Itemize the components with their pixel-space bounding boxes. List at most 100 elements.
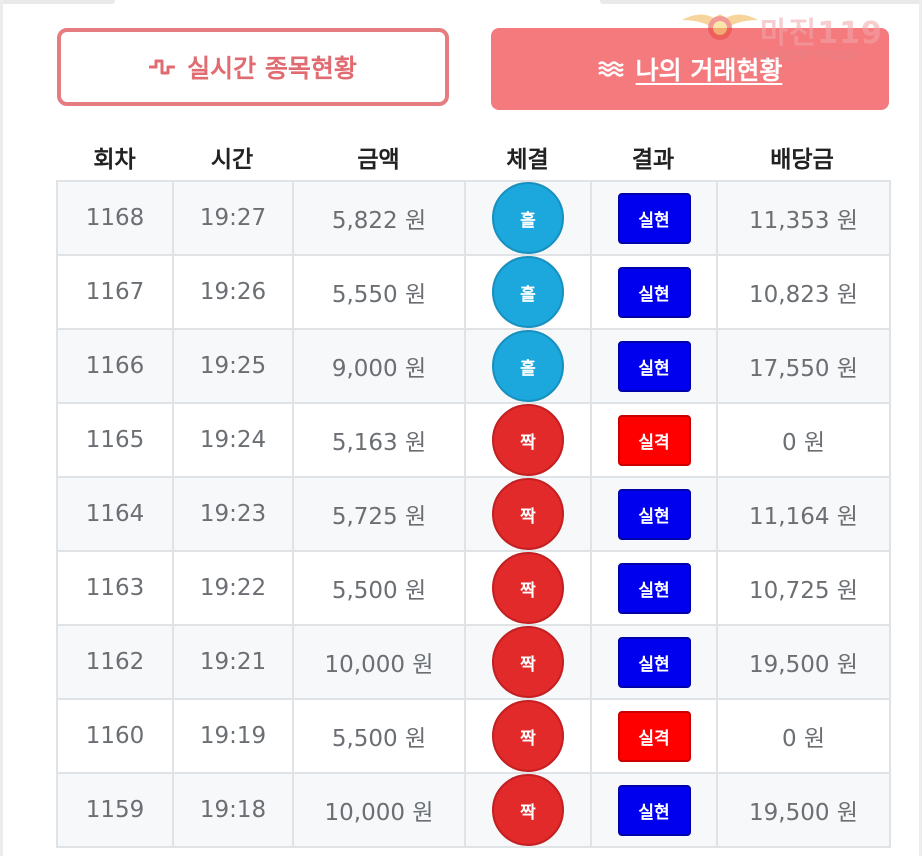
time-cell: 19:21 <box>172 624 294 700</box>
top-edge-segment <box>0 0 115 4</box>
pick-ball-even: 짝 <box>492 404 564 476</box>
pick-ball-odd: 홀 <box>492 330 564 402</box>
result-badge-win: 실현 <box>617 340 691 392</box>
payout-cell: 17,550 원 <box>716 328 891 404</box>
my-trade-status-tab[interactable]: 나의 거래현황 <box>491 28 889 110</box>
amount-cell: 5,822 원 <box>292 180 466 256</box>
time-cell: 19:25 <box>172 328 294 404</box>
time-cell: 19:24 <box>172 402 294 478</box>
round-cell: 1159 <box>56 772 174 848</box>
column-header-amount: 금액 <box>357 147 400 173</box>
round-cell: 1163 <box>56 550 174 626</box>
top-edge <box>0 0 922 6</box>
result-cell: 실현 <box>590 476 718 552</box>
result-cell: 실현 <box>590 328 718 404</box>
amount-cell: 9,000 원 <box>292 328 466 404</box>
payout-cell: 19,500 원 <box>716 624 891 700</box>
round-cell: 1165 <box>56 402 174 478</box>
time-cell: 19:18 <box>172 772 294 848</box>
amount-cell: 10,000 원 <box>292 624 466 700</box>
round-cell: 1160 <box>56 698 174 774</box>
table-row: 1167 19:26 5,550 원 홀 실현 10,823 원 <box>56 254 891 330</box>
amount-cell: 5,500 원 <box>292 550 466 626</box>
table-row: 1163 19:22 5,500 원 짝 실현 10,725 원 <box>56 550 891 626</box>
result-badge-win: 실현 <box>617 488 691 540</box>
result-badge-win: 실현 <box>617 266 691 318</box>
result-cell: 실현 <box>590 254 718 330</box>
payout-cell: 11,353 원 <box>716 180 891 256</box>
round-cell: 1166 <box>56 328 174 404</box>
pick-cell: 짝 <box>464 624 592 700</box>
pick-ball-even: 짝 <box>492 700 564 772</box>
right-border <box>919 0 922 856</box>
payout-cell: 0 원 <box>716 402 891 478</box>
round-cell: 1168 <box>56 180 174 256</box>
pick-ball-even: 짝 <box>492 478 564 550</box>
table-header: 회차 시간 금액 체결 결과 배당금 <box>57 136 888 178</box>
time-cell: 19:27 <box>172 180 294 256</box>
table-row: 1164 19:23 5,725 원 짝 실현 11,164 원 <box>56 476 891 552</box>
table-row: 1160 19:19 5,500 원 짝 실격 0 원 <box>56 698 891 774</box>
trade-history-table: 1168 19:27 5,822 원 홀 실현 11,353 원 1167 19:26 5,55… <box>56 180 891 848</box>
time-cell: 19:23 <box>172 476 294 552</box>
pick-ball-even: 짝 <box>492 626 564 698</box>
realtime-status-tab[interactable]: 실시간 종목현황 <box>57 28 449 106</box>
result-cell: 실현 <box>590 624 718 700</box>
top-edge-segment <box>600 0 922 4</box>
round-cell: 1164 <box>56 476 174 552</box>
result-cell: 실현 <box>590 550 718 626</box>
column-header-result: 결과 <box>631 147 675 173</box>
table-row: 1168 19:27 5,822 원 홀 실현 11,353 원 <box>56 180 891 256</box>
left-border <box>0 0 3 856</box>
result-badge-lose: 실격 <box>617 710 691 762</box>
payout-cell: 0 원 <box>716 698 891 774</box>
my-trade-status-label: 나의 거래현황 <box>635 56 783 85</box>
pulse-wave-icon <box>149 57 176 77</box>
pick-cell: 홀 <box>464 328 592 404</box>
amount-cell: 5,163 원 <box>292 402 466 478</box>
time-cell: 19:22 <box>172 550 294 626</box>
payout-cell: 19,500 원 <box>716 772 891 848</box>
pick-cell: 짝 <box>464 698 592 774</box>
pick-cell: 짝 <box>464 772 592 848</box>
payout-cell: 10,725 원 <box>716 550 891 626</box>
payout-cell: 10,823 원 <box>716 254 891 330</box>
column-header-pick: 체결 <box>506 147 549 173</box>
time-cell: 19:19 <box>172 698 294 774</box>
wavy-lines-icon <box>597 59 624 79</box>
table-row: 1159 19:18 10,000 원 짝 실현 19,500 원 <box>56 772 891 848</box>
pick-ball-odd: 홀 <box>492 182 564 254</box>
amount-cell: 5,725 원 <box>292 476 466 552</box>
result-badge-win: 실현 <box>617 784 691 836</box>
pick-ball-even: 짝 <box>492 552 564 624</box>
time-cell: 19:26 <box>172 254 294 330</box>
pick-ball-odd: 홀 <box>492 256 564 328</box>
result-badge-win: 실현 <box>617 192 691 244</box>
amount-cell: 5,550 원 <box>292 254 466 330</box>
pick-ball-even: 짝 <box>492 774 564 846</box>
column-header-time: 시간 <box>210 147 254 173</box>
table-row: 1166 19:25 9,000 원 홀 실현 17,550 원 <box>56 328 891 404</box>
result-cell: 실현 <box>590 772 718 848</box>
column-header-payout: 배당금 <box>770 147 834 173</box>
round-cell: 1162 <box>56 624 174 700</box>
pick-cell: 짝 <box>464 550 592 626</box>
result-cell: 실격 <box>590 402 718 478</box>
table-row: 1162 19:21 10,000 원 짝 실현 19,500 원 <box>56 624 891 700</box>
amount-cell: 10,000 원 <box>292 772 466 848</box>
result-badge-win: 실현 <box>617 562 691 614</box>
pick-cell: 짝 <box>464 402 592 478</box>
result-cell: 실격 <box>590 698 718 774</box>
pick-cell: 홀 <box>464 180 592 256</box>
column-header-round: 회차 <box>93 147 136 173</box>
pick-cell: 짝 <box>464 476 592 552</box>
result-badge-lose: 실격 <box>617 414 691 466</box>
round-cell: 1167 <box>56 254 174 330</box>
pick-cell: 홀 <box>464 254 592 330</box>
amount-cell: 5,500 원 <box>292 698 466 774</box>
table-row: 1165 19:24 5,163 원 짝 실격 0 원 <box>56 402 891 478</box>
result-cell: 실현 <box>590 180 718 256</box>
realtime-status-label: 실시간 종목현황 <box>187 54 357 83</box>
payout-cell: 11,164 원 <box>716 476 891 552</box>
result-badge-win: 실현 <box>617 636 691 688</box>
